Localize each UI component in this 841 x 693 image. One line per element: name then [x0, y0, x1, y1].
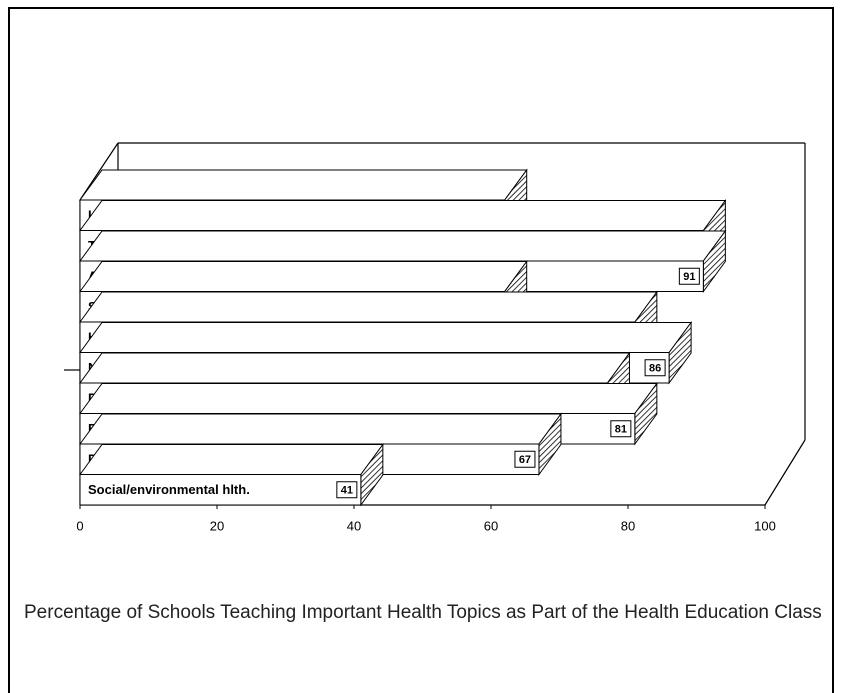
bar-top — [79, 261, 528, 292]
value-label: 67 — [519, 454, 531, 466]
value-label: 41 — [341, 485, 353, 497]
category-label: Social/environmental hlth. — [88, 482, 250, 497]
bar-front — [79, 474, 362, 506]
plot: 020406080100Injury prevention62Tobacco u… — [76, 168, 776, 533]
value-label-box — [678, 267, 700, 285]
value-label-box — [514, 450, 536, 468]
x-tick-label: 0 — [76, 518, 83, 533]
bar-top — [79, 352, 631, 384]
value-label: 91 — [683, 271, 695, 283]
frame — [8, 7, 834, 693]
bar-top — [79, 383, 658, 414]
bar-top — [79, 200, 727, 231]
bar-top — [79, 169, 528, 201]
bar-top — [79, 230, 727, 262]
bar — [79, 442, 384, 507]
bar-top — [79, 413, 562, 445]
bar-top — [79, 322, 693, 353]
value-label-box — [644, 359, 666, 377]
value-label: 81 — [615, 424, 627, 436]
value-label: 86 — [649, 363, 661, 375]
x-tick-label: 20 — [210, 518, 224, 533]
bar-top — [79, 291, 658, 323]
chart-title: Percentage of Schools Teaching Important… — [24, 602, 822, 623]
x-tick-label: 40 — [347, 518, 361, 533]
x-tick-label: 100 — [754, 518, 776, 533]
value-label-box — [610, 420, 632, 438]
bar-top — [79, 444, 384, 475]
value-label-box — [336, 481, 358, 499]
x-tick-label: 80 — [621, 518, 635, 533]
x-tick-label: 60 — [484, 518, 498, 533]
